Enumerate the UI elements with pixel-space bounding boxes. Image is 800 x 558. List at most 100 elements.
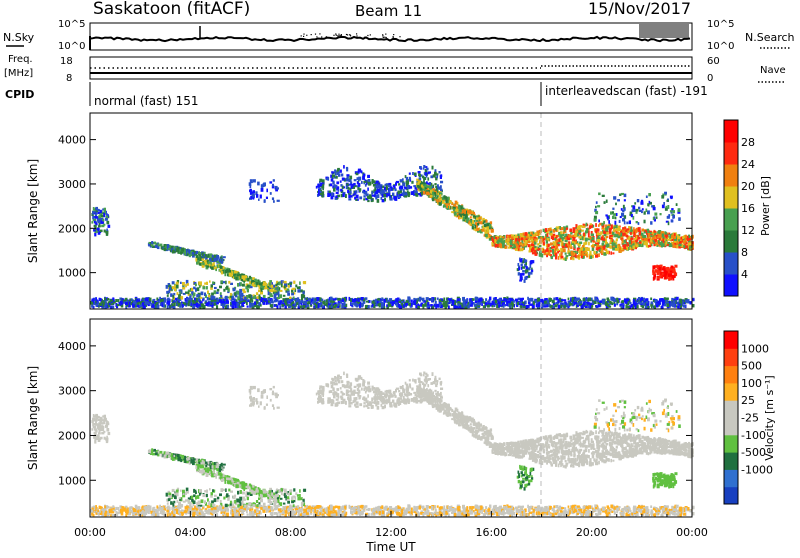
power-cell <box>195 258 197 262</box>
power-cell <box>411 300 413 303</box>
power-cell <box>621 213 624 217</box>
power-cell <box>274 294 276 296</box>
power-cell <box>408 304 411 306</box>
power-cell <box>238 305 240 307</box>
power-cell <box>277 286 279 289</box>
power-cell <box>543 305 546 307</box>
nsearch-dot <box>341 37 342 38</box>
power-cell <box>432 198 435 202</box>
power-cell <box>657 236 660 238</box>
power-cell <box>551 236 554 240</box>
power-cell <box>253 179 256 182</box>
power-cell <box>577 255 579 258</box>
power-cell <box>353 302 355 305</box>
power-ytick-label-2: 3000 <box>58 178 86 191</box>
power-cell <box>571 253 574 257</box>
power-cell <box>629 302 631 304</box>
power-cell <box>346 183 349 185</box>
power-cell <box>380 191 382 194</box>
power-cell <box>206 286 208 289</box>
power-cell <box>354 179 357 181</box>
power-cell <box>487 227 489 230</box>
power-cell <box>222 301 225 304</box>
power-cell <box>651 304 653 308</box>
power-cell <box>551 246 554 248</box>
power-cell <box>396 304 398 308</box>
power-cell <box>167 298 170 301</box>
power-cell <box>337 168 340 171</box>
power-cell <box>186 298 189 301</box>
power-cell <box>367 188 369 191</box>
power-cell <box>202 258 205 260</box>
nsky-right-tick-top: 10^5 <box>707 19 734 30</box>
power-cell <box>270 192 272 195</box>
date-title: 15/Nov/2017 <box>588 0 691 18</box>
power-cell <box>414 173 417 176</box>
power-cell <box>156 298 158 301</box>
power-cell <box>566 305 569 307</box>
power-cell <box>254 301 256 305</box>
power-cell <box>664 297 666 300</box>
power-cell <box>476 228 479 231</box>
power-cell <box>644 211 646 214</box>
power-cell <box>550 243 553 245</box>
power-cell <box>662 300 665 303</box>
power-cell <box>249 301 251 303</box>
power-cell <box>503 305 506 307</box>
power-cell <box>367 175 370 178</box>
power-cell <box>590 236 592 240</box>
power-cell <box>474 304 477 307</box>
power-cell <box>502 236 504 238</box>
power-cell <box>630 247 632 250</box>
power-cell <box>205 254 208 256</box>
power-cell <box>614 221 616 225</box>
power-cell <box>248 294 251 298</box>
power-cell <box>630 232 632 235</box>
power-cell <box>601 237 604 241</box>
power-cbar-swatch-3 <box>724 208 738 231</box>
power-cell <box>192 252 194 255</box>
power-cell <box>525 269 528 272</box>
power-cell <box>211 266 214 270</box>
power-cell <box>672 239 674 241</box>
power-cell <box>347 176 349 178</box>
power-cell <box>635 230 637 233</box>
power-cell <box>223 289 225 292</box>
power-cell <box>436 304 439 307</box>
power-cell <box>349 176 352 180</box>
power-cell <box>275 288 277 291</box>
power-cell <box>563 234 565 236</box>
power-cell <box>303 305 306 308</box>
power-cell <box>420 304 422 307</box>
power-cell <box>383 299 386 303</box>
power-cell <box>390 198 393 201</box>
power-cbar-tick-1: 8 <box>741 246 748 259</box>
power-cell <box>269 181 272 183</box>
power-cell <box>149 298 152 302</box>
power-cell <box>440 189 443 192</box>
power-cell <box>386 187 388 190</box>
nsearch-label: N.Search <box>745 31 795 44</box>
power-cell <box>389 298 392 302</box>
power-cell <box>315 304 317 308</box>
power-cell <box>168 290 170 293</box>
power-cell <box>611 303 613 305</box>
power-cell <box>583 233 585 237</box>
power-cell <box>95 216 98 219</box>
power-cell <box>646 196 648 199</box>
power-cell <box>686 242 688 244</box>
power-cell <box>590 223 593 225</box>
power-cell <box>250 286 253 288</box>
power-cell <box>247 306 249 308</box>
nsearch-dot <box>311 34 312 35</box>
power-ylabel: Slant Range [km] <box>26 159 40 263</box>
power-cell <box>678 217 681 221</box>
power-cell <box>111 303 114 305</box>
power-cell <box>375 185 377 188</box>
power-cell <box>459 217 462 219</box>
power-cell <box>528 298 530 302</box>
power-cell <box>426 297 429 300</box>
nsearch-dot <box>336 35 337 36</box>
power-cell <box>383 189 385 193</box>
